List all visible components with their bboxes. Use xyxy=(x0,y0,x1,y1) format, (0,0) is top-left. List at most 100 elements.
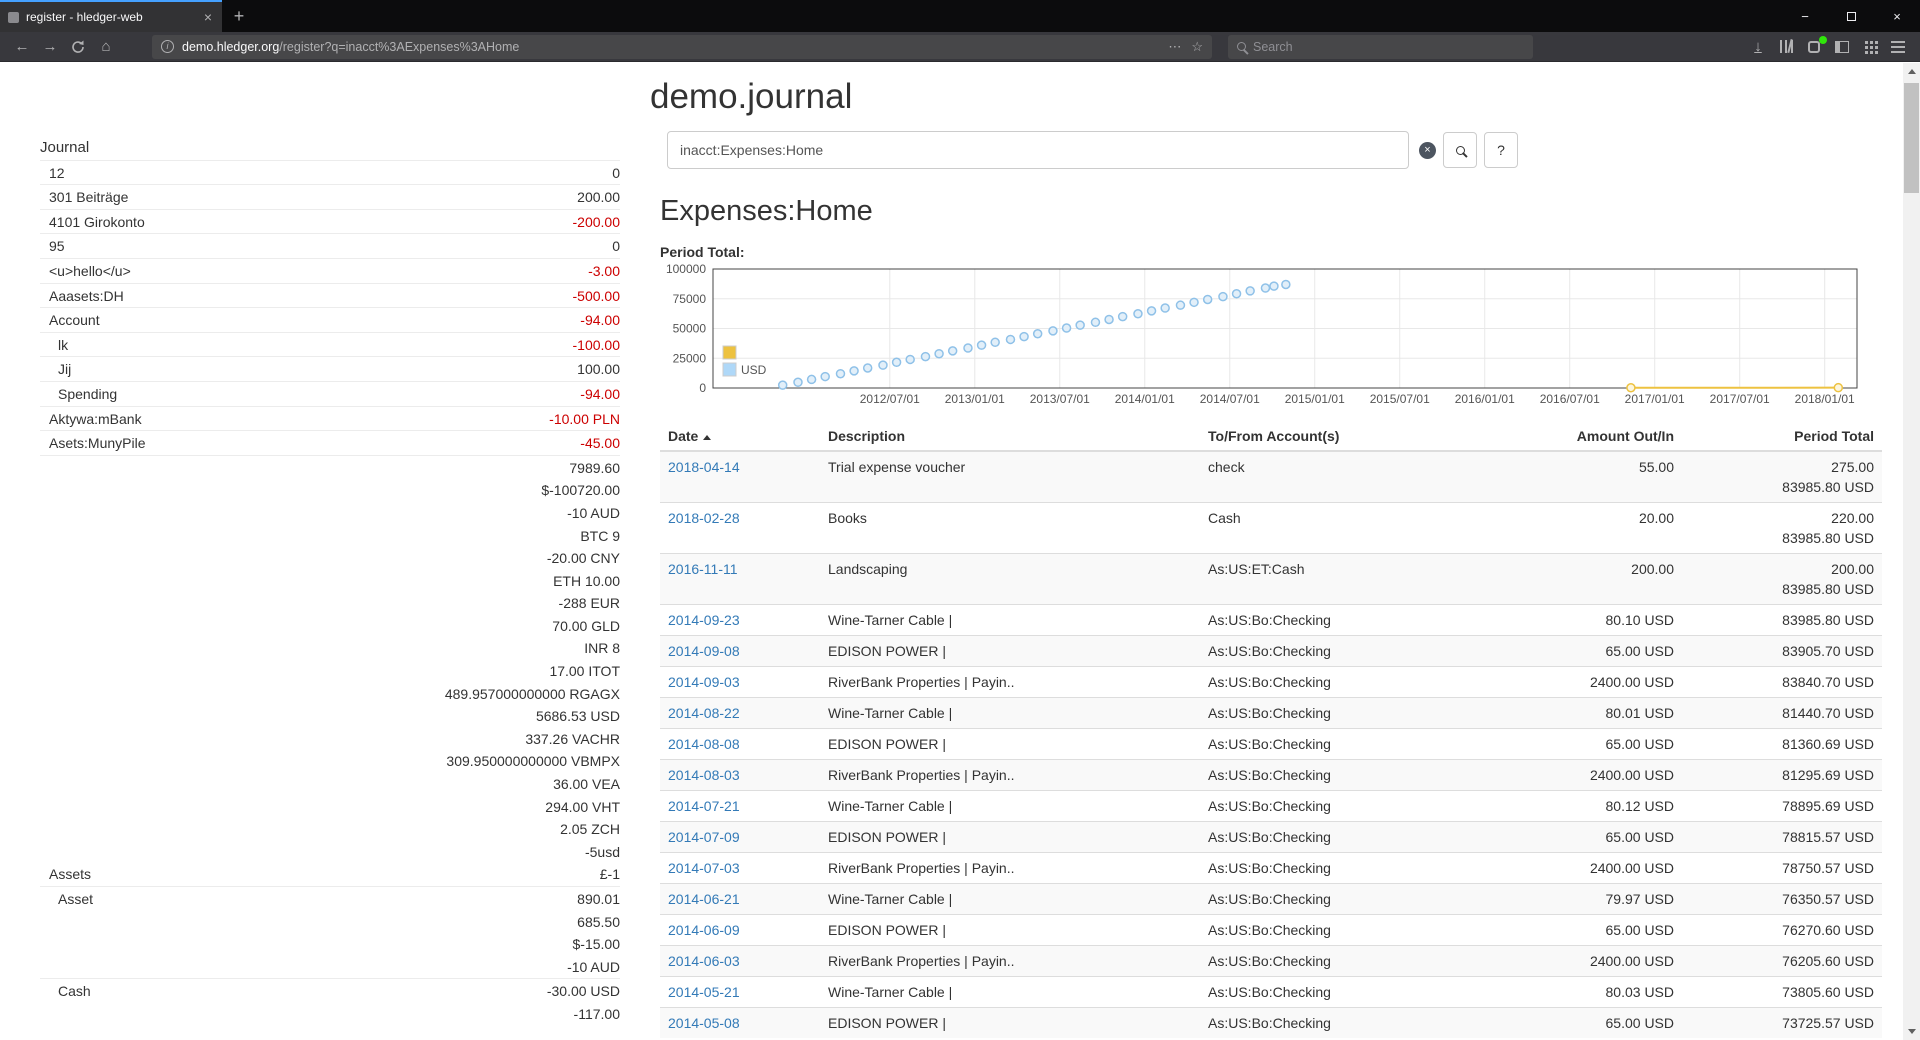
grid-icon[interactable] xyxy=(1856,35,1884,59)
transaction-date-link[interactable]: 2014-09-03 xyxy=(668,674,740,690)
account-balance: -100.00 xyxy=(572,336,620,353)
library-icon[interactable] xyxy=(1772,35,1800,59)
forward-icon[interactable]: → xyxy=(42,38,58,55)
sidebar-row: -288 EUR xyxy=(40,592,620,615)
account-balance: 337.26 VACHR xyxy=(525,730,620,747)
sidebar-account-link[interactable]: Cash xyxy=(58,983,91,1000)
transaction-date-link[interactable]: 2014-05-21 xyxy=(668,984,740,1000)
data-point xyxy=(1117,311,1128,322)
period-total-cell: 81360.69 USD xyxy=(1682,728,1882,760)
bookmark-star-icon[interactable]: ☆ xyxy=(1191,38,1203,54)
sidebar-account-link[interactable]: Aaasets:DH xyxy=(49,287,124,304)
column-header-amount[interactable]: Amount Out/In xyxy=(1490,422,1682,452)
sidebar-account-link[interactable]: Spending xyxy=(58,385,118,402)
transaction-date-link[interactable]: 2014-07-21 xyxy=(668,798,740,814)
sidebar-row: 5686.53 USD xyxy=(40,705,620,728)
transaction-date-link[interactable]: 2014-08-22 xyxy=(668,705,740,721)
toolbar-icons: ↓ xyxy=(1744,35,1912,59)
search-button[interactable] xyxy=(1443,132,1477,168)
data-point xyxy=(793,377,803,388)
legend-swatch xyxy=(722,345,737,360)
sidebar-account-link[interactable]: 95 xyxy=(49,238,65,255)
data-point xyxy=(1061,323,1072,333)
sidebar-account-link[interactable]: 12 xyxy=(49,164,65,181)
transaction-date-link[interactable]: 2014-09-23 xyxy=(668,612,740,628)
vertical-scrollbar[interactable] xyxy=(1903,63,1920,1040)
register-row: 2014-05-21 Wine-Tarner Cable | As:US:Bo:Ch… xyxy=(660,976,1882,1008)
account-balance: 0 xyxy=(612,164,620,181)
sidebar-journal-link[interactable]: Journal xyxy=(40,139,90,156)
sidebar-row: Asset 890.01 xyxy=(40,886,620,911)
transaction-date-link[interactable]: 2014-07-09 xyxy=(668,829,740,845)
period-total-line: 83985.80 USD xyxy=(1782,581,1874,597)
clear-query-button[interactable]: × xyxy=(1419,141,1436,159)
transaction-date-link[interactable]: 2014-08-03 xyxy=(668,767,740,783)
transaction-date-cell: 2014-05-21 xyxy=(660,976,820,1008)
register-row: 2014-07-21 Wine-Tarner Cable | As:US:Bo:Ch… xyxy=(660,790,1882,822)
sidebar-account-link[interactable]: 4101 Girokonto xyxy=(49,213,145,230)
query-input[interactable] xyxy=(667,131,1409,169)
sidebar-row: Aktywa:mBank -10.00 PLN xyxy=(40,405,620,431)
transaction-date-link[interactable]: 2018-02-28 xyxy=(668,510,740,526)
site-info-icon[interactable]: i xyxy=(161,40,174,53)
x-axis-label: 2017/01/01 xyxy=(1625,392,1685,406)
scroll-up-icon[interactable] xyxy=(1903,63,1920,80)
minimize-button[interactable]: − xyxy=(1801,8,1809,24)
sidebar-account-link[interactable]: <u>hello</u> xyxy=(49,262,131,279)
sidebar-account-link[interactable]: Account xyxy=(49,312,100,329)
transaction-date-link[interactable]: 2018-04-14 xyxy=(668,459,740,475)
transaction-date-link[interactable]: 2014-06-03 xyxy=(668,953,740,969)
transaction-account: Cash xyxy=(1200,502,1490,554)
transaction-date-link[interactable]: 2014-08-08 xyxy=(668,736,740,752)
help-button[interactable]: ? xyxy=(1484,132,1518,168)
scrollbar-thumb[interactable] xyxy=(1904,83,1919,193)
sidebar-account-link[interactable]: Asset xyxy=(58,891,94,907)
sidebar-account-link[interactable]: Aktywa:mBank xyxy=(49,410,142,427)
sidebar-account-link[interactable]: Jij xyxy=(58,361,72,378)
sidebar-account-link[interactable]: lk xyxy=(58,336,69,353)
scroll-down-icon[interactable] xyxy=(1903,1023,1920,1040)
column-header-account[interactable]: To/From Account(s) xyxy=(1200,422,1490,452)
menu-icon[interactable] xyxy=(1884,35,1912,59)
downloads-icon[interactable]: ↓ xyxy=(1754,38,1762,55)
search-bar[interactable]: Search xyxy=(1228,34,1533,59)
page-content: demo.journal Journal 12 0 301 Beiträge 200.0… xyxy=(0,63,1903,1040)
account-balance: 7989.60 xyxy=(569,459,620,476)
transaction-amount: 65.00 USD xyxy=(1490,635,1682,667)
maximize-button[interactable] xyxy=(1828,0,1874,32)
tab-close-icon[interactable]: × xyxy=(203,9,212,25)
transaction-date-link[interactable]: 2014-07-03 xyxy=(668,860,740,876)
transaction-date-link[interactable]: 2014-05-08 xyxy=(668,1015,740,1031)
sidebar-toggle-icon[interactable] xyxy=(1828,35,1856,59)
new-tab-button[interactable]: + xyxy=(233,5,245,26)
home-icon[interactable]: ⌂ xyxy=(101,38,111,55)
data-point xyxy=(891,357,902,368)
data-point xyxy=(990,337,1000,348)
close-button[interactable]: × xyxy=(1893,8,1901,24)
transaction-date-cell: 2018-04-14 xyxy=(660,450,820,503)
account-balance: -10 AUD xyxy=(567,504,620,521)
sidebar-row: $-100720.00 xyxy=(40,479,620,502)
transaction-amount: 80.10 USD xyxy=(1490,604,1682,636)
sidebar-account-link[interactable]: 301 Beiträge xyxy=(49,189,129,206)
period-total-line: 76350.57 USD xyxy=(1782,891,1874,907)
column-header-date[interactable]: Date xyxy=(660,422,820,452)
sidebar-account-link[interactable]: Asets:MunyPile xyxy=(49,435,146,452)
transaction-date-link[interactable]: 2014-09-08 xyxy=(668,643,740,659)
browser-tab[interactable]: register - hledger-web × xyxy=(0,0,222,32)
back-icon[interactable]: ← xyxy=(14,38,30,55)
sidebar-account-link[interactable]: Assets xyxy=(49,866,92,883)
page-actions-icon[interactable]: ⋯ xyxy=(1168,38,1182,54)
sidebar-row: 294.00 VHT xyxy=(40,796,620,819)
transaction-date-link[interactable]: 2016-11-11 xyxy=(668,561,738,577)
url-bar[interactable]: i demo.hledger.org/register?q=inacct%3AE… xyxy=(152,34,1212,59)
transaction-date-link[interactable]: 2014-06-09 xyxy=(668,922,740,938)
period-total-line: 83840.70 USD xyxy=(1782,674,1874,690)
transaction-description: RiverBank Properties | Payin.. xyxy=(820,945,1200,977)
column-header-description[interactable]: Description xyxy=(820,422,1200,452)
reload-icon[interactable] xyxy=(64,35,92,59)
sidebar-row: Assets £-1 xyxy=(40,863,620,886)
extension-icon[interactable] xyxy=(1800,35,1828,59)
transaction-date-link[interactable]: 2014-06-21 xyxy=(668,891,740,907)
column-header-period-total[interactable]: Period Total xyxy=(1682,422,1882,452)
